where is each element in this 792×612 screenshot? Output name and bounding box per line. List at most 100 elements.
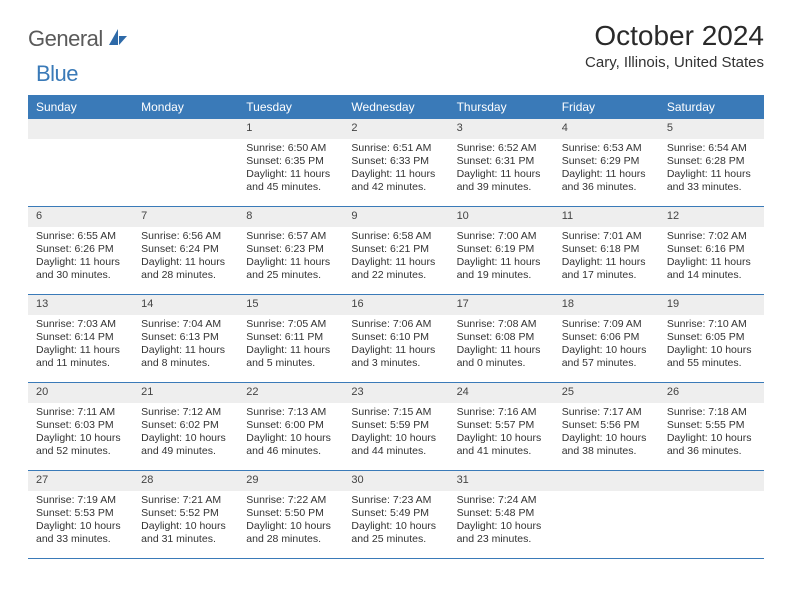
day-content: Sunrise: 7:05 AMSunset: 6:11 PMDaylight:… (238, 315, 343, 375)
daylight-line: Daylight: 10 hours and 46 minutes. (246, 432, 337, 458)
day-content: Sunrise: 7:23 AMSunset: 5:49 PMDaylight:… (343, 491, 448, 551)
sunrise-line: Sunrise: 7:18 AM (667, 406, 758, 419)
day-content: Sunrise: 7:18 AMSunset: 5:55 PMDaylight:… (659, 403, 764, 463)
empty-cell (554, 471, 659, 559)
day-number: 13 (28, 295, 133, 315)
day-cell: 13Sunrise: 7:03 AMSunset: 6:14 PMDayligh… (28, 295, 133, 383)
sunrise-line: Sunrise: 7:12 AM (141, 406, 232, 419)
location-text: Cary, Illinois, United States (585, 54, 764, 71)
day-number: 6 (28, 207, 133, 227)
day-cell: 11Sunrise: 7:01 AMSunset: 6:18 PMDayligh… (554, 207, 659, 295)
calendar-grid: SundayMondayTuesdayWednesdayThursdayFrid… (28, 95, 764, 559)
day-content: Sunrise: 7:21 AMSunset: 5:52 PMDaylight:… (133, 491, 238, 551)
day-number: 9 (343, 207, 448, 227)
sunset-line: Sunset: 6:24 PM (141, 243, 232, 256)
sunrise-line: Sunrise: 7:23 AM (351, 494, 442, 507)
sunset-line: Sunset: 6:08 PM (457, 331, 548, 344)
daylight-line: Daylight: 11 hours and 28 minutes. (141, 256, 232, 282)
sunrise-line: Sunrise: 7:13 AM (246, 406, 337, 419)
day-cell: 6Sunrise: 6:55 AMSunset: 6:26 PMDaylight… (28, 207, 133, 295)
sunset-line: Sunset: 6:18 PM (562, 243, 653, 256)
day-number: 8 (238, 207, 343, 227)
day-cell: 28Sunrise: 7:21 AMSunset: 5:52 PMDayligh… (133, 471, 238, 559)
day-number: 12 (659, 207, 764, 227)
title-block: October 2024 Cary, Illinois, United Stat… (585, 20, 764, 71)
sunset-line: Sunset: 6:26 PM (36, 243, 127, 256)
sunrise-line: Sunrise: 6:58 AM (351, 230, 442, 243)
day-number: 16 (343, 295, 448, 315)
empty-cell (28, 119, 133, 207)
day-number: 20 (28, 383, 133, 403)
day-header: Wednesday (343, 95, 448, 119)
day-number: 14 (133, 295, 238, 315)
day-number: 27 (28, 471, 133, 491)
empty-cell (659, 471, 764, 559)
sunset-line: Sunset: 6:14 PM (36, 331, 127, 344)
day-cell: 27Sunrise: 7:19 AMSunset: 5:53 PMDayligh… (28, 471, 133, 559)
day-content: Sunrise: 6:51 AMSunset: 6:33 PMDaylight:… (343, 139, 448, 199)
sunrise-line: Sunrise: 7:09 AM (562, 318, 653, 331)
day-content: Sunrise: 7:01 AMSunset: 6:18 PMDaylight:… (554, 227, 659, 287)
brand-blue: Blue (36, 61, 78, 87)
sunset-line: Sunset: 6:31 PM (457, 155, 548, 168)
daylight-line: Daylight: 11 hours and 22 minutes. (351, 256, 442, 282)
sunrise-line: Sunrise: 7:11 AM (36, 406, 127, 419)
day-header: Thursday (449, 95, 554, 119)
sunrise-line: Sunrise: 7:22 AM (246, 494, 337, 507)
daylight-line: Daylight: 10 hours and 33 minutes. (36, 520, 127, 546)
day-cell: 23Sunrise: 7:15 AMSunset: 5:59 PMDayligh… (343, 383, 448, 471)
sunrise-line: Sunrise: 6:55 AM (36, 230, 127, 243)
sunset-line: Sunset: 5:57 PM (457, 419, 548, 432)
day-number: 5 (659, 119, 764, 139)
daylight-line: Daylight: 11 hours and 36 minutes. (562, 168, 653, 194)
day-content: Sunrise: 7:16 AMSunset: 5:57 PMDaylight:… (449, 403, 554, 463)
day-content: Sunrise: 7:02 AMSunset: 6:16 PMDaylight:… (659, 227, 764, 287)
sunrise-line: Sunrise: 6:50 AM (246, 142, 337, 155)
sunrise-line: Sunrise: 6:53 AM (562, 142, 653, 155)
day-cell: 15Sunrise: 7:05 AMSunset: 6:11 PMDayligh… (238, 295, 343, 383)
sunrise-line: Sunrise: 7:17 AM (562, 406, 653, 419)
day-content: Sunrise: 7:04 AMSunset: 6:13 PMDaylight:… (133, 315, 238, 375)
day-number: 11 (554, 207, 659, 227)
day-header: Saturday (659, 95, 764, 119)
day-number: 4 (554, 119, 659, 139)
sunset-line: Sunset: 6:28 PM (667, 155, 758, 168)
daylight-line: Daylight: 10 hours and 36 minutes. (667, 432, 758, 458)
daylight-line: Daylight: 11 hours and 0 minutes. (457, 344, 548, 370)
daylight-line: Daylight: 10 hours and 41 minutes. (457, 432, 548, 458)
sunset-line: Sunset: 5:52 PM (141, 507, 232, 520)
day-content: Sunrise: 7:10 AMSunset: 6:05 PMDaylight:… (659, 315, 764, 375)
sunset-line: Sunset: 6:33 PM (351, 155, 442, 168)
sunset-line: Sunset: 5:55 PM (667, 419, 758, 432)
day-cell: 7Sunrise: 6:56 AMSunset: 6:24 PMDaylight… (133, 207, 238, 295)
brand-logo: General (28, 20, 131, 52)
sunrise-line: Sunrise: 7:08 AM (457, 318, 548, 331)
daylight-line: Daylight: 11 hours and 19 minutes. (457, 256, 548, 282)
day-content: Sunrise: 7:17 AMSunset: 5:56 PMDaylight:… (554, 403, 659, 463)
sunrise-line: Sunrise: 7:01 AM (562, 230, 653, 243)
sunset-line: Sunset: 6:10 PM (351, 331, 442, 344)
daylight-line: Daylight: 10 hours and 31 minutes. (141, 520, 232, 546)
daylight-line: Daylight: 11 hours and 25 minutes. (246, 256, 337, 282)
daylight-line: Daylight: 11 hours and 17 minutes. (562, 256, 653, 282)
day-number: 23 (343, 383, 448, 403)
sunset-line: Sunset: 6:16 PM (667, 243, 758, 256)
day-cell: 22Sunrise: 7:13 AMSunset: 6:00 PMDayligh… (238, 383, 343, 471)
sunset-line: Sunset: 5:48 PM (457, 507, 548, 520)
daylight-line: Daylight: 11 hours and 5 minutes. (246, 344, 337, 370)
daylight-line: Daylight: 11 hours and 33 minutes. (667, 168, 758, 194)
day-number: 2 (343, 119, 448, 139)
daylight-line: Daylight: 10 hours and 49 minutes. (141, 432, 232, 458)
day-content: Sunrise: 6:58 AMSunset: 6:21 PMDaylight:… (343, 227, 448, 287)
daylight-line: Daylight: 10 hours and 28 minutes. (246, 520, 337, 546)
day-number: 28 (133, 471, 238, 491)
sunset-line: Sunset: 5:50 PM (246, 507, 337, 520)
sunrise-line: Sunrise: 7:00 AM (457, 230, 548, 243)
day-cell: 21Sunrise: 7:12 AMSunset: 6:02 PMDayligh… (133, 383, 238, 471)
month-title: October 2024 (585, 20, 764, 52)
sunrise-line: Sunrise: 7:05 AM (246, 318, 337, 331)
day-cell: 24Sunrise: 7:16 AMSunset: 5:57 PMDayligh… (449, 383, 554, 471)
daylight-line: Daylight: 11 hours and 14 minutes. (667, 256, 758, 282)
brand-general: General (28, 26, 103, 52)
day-cell: 9Sunrise: 6:58 AMSunset: 6:21 PMDaylight… (343, 207, 448, 295)
